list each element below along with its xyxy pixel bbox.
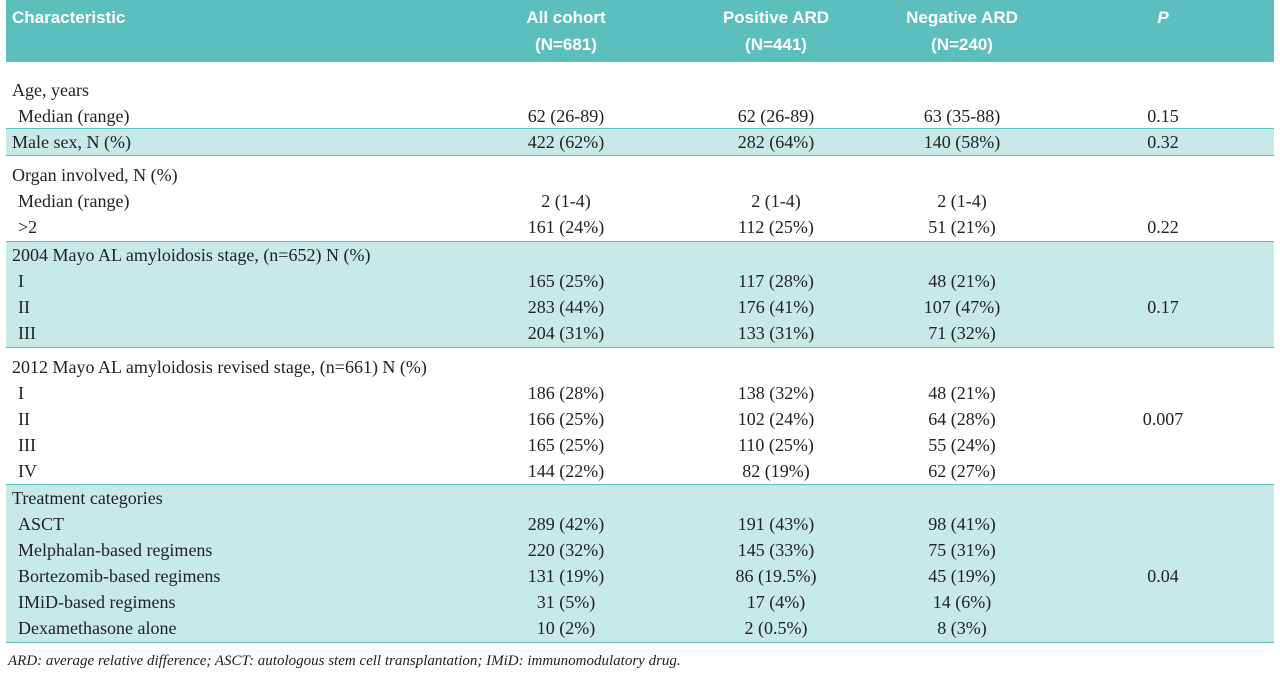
cell-value: 112 (25%) xyxy=(738,217,814,237)
cell-value: 117 (28%) xyxy=(738,271,814,291)
cell-value: 63 (35-88) xyxy=(923,106,1001,126)
cell-value: 55 (24%) xyxy=(928,435,996,455)
column-header: Characteristic xyxy=(12,8,126,27)
cell-value: 45 (19%) xyxy=(928,566,996,586)
cell-value: 62 (26-89) xyxy=(737,106,815,126)
cell-value: 98 (41%) xyxy=(928,514,996,534)
cell-value: 82 (19%) xyxy=(742,461,810,481)
row-label: II xyxy=(18,297,30,317)
cell-value: 31 (5%) xyxy=(536,592,596,612)
cell-value: 64 (28%) xyxy=(928,409,996,429)
cell-value: 10 (2%) xyxy=(536,618,596,638)
cell-value: 176 (41%) xyxy=(737,297,815,317)
row-label: ASCT xyxy=(18,514,65,534)
row-label: III xyxy=(18,435,36,455)
cell-value: 75 (31%) xyxy=(928,540,996,560)
cell-value: 86 (19.5%) xyxy=(735,566,817,586)
cell-value: 145 (33%) xyxy=(737,540,815,560)
cell-value: 422 (62%) xyxy=(527,132,605,152)
column-header: Negative ARD xyxy=(906,8,1018,27)
cell-value: 186 (28%) xyxy=(527,383,605,403)
cell-value: 161 (24%) xyxy=(527,217,605,237)
column-n: (N=240) xyxy=(931,35,993,54)
row-label: III xyxy=(18,323,36,343)
cell-value: 282 (64%) xyxy=(737,132,815,152)
row-label: II xyxy=(18,409,30,429)
group-separator xyxy=(6,347,1274,348)
p-value: 0.22 xyxy=(1147,217,1179,237)
group-bg xyxy=(6,62,1274,128)
cell-value: 48 (21%) xyxy=(928,271,996,291)
cell-value: 165 (25%) xyxy=(527,271,605,291)
cell-value: 140 (58%) xyxy=(923,132,1001,152)
row-label: Age, years xyxy=(12,80,89,100)
header-bg xyxy=(6,0,1274,62)
cell-value: 71 (32%) xyxy=(928,323,996,343)
cell-value: 14 (6%) xyxy=(932,592,992,612)
group-separator xyxy=(6,484,1274,485)
group-separator xyxy=(6,128,1274,129)
cell-value: 2 (1-4) xyxy=(937,191,987,211)
row-label: >2 xyxy=(18,217,38,237)
row-label: IMiD-based regimens xyxy=(18,592,176,612)
p-value: 0.007 xyxy=(1142,409,1184,429)
cell-value: 48 (21%) xyxy=(928,383,996,403)
cell-value: 51 (21%) xyxy=(928,217,996,237)
group-bg xyxy=(6,350,1274,484)
cell-value: 62 (27%) xyxy=(928,461,996,481)
row-label: 2004 Mayo AL amyloidosis stage, (n=652) … xyxy=(12,245,371,265)
footnote: ARD: average relative difference; ASCT: … xyxy=(8,653,681,669)
cell-value: 220 (32%) xyxy=(527,540,605,560)
cell-value: 133 (31%) xyxy=(737,323,815,343)
row-label: Melphalan-based regimens xyxy=(18,540,213,560)
column-header: P xyxy=(1157,8,1169,27)
row-label: Bortezomib-based regimens xyxy=(18,566,221,586)
cell-value: 102 (24%) xyxy=(737,409,815,429)
cell-value: 289 (42%) xyxy=(527,514,605,534)
p-value: 0.15 xyxy=(1147,106,1179,126)
cell-value: 138 (32%) xyxy=(737,383,815,403)
cell-value: 283 (44%) xyxy=(527,297,605,317)
group-separator xyxy=(6,155,1274,156)
cell-value: 110 (25%) xyxy=(738,435,814,455)
cell-value: 107 (47%) xyxy=(923,297,1001,317)
column-n: (N=441) xyxy=(745,35,807,54)
cell-value: 2 (1-4) xyxy=(751,191,801,211)
cell-value: 165 (25%) xyxy=(527,435,605,455)
group-bg xyxy=(6,156,1274,241)
group-bg xyxy=(6,242,1274,347)
cell-value: 8 (3%) xyxy=(937,618,987,638)
p-value: 0.32 xyxy=(1147,132,1179,152)
cell-value: 62 (26-89) xyxy=(527,106,605,126)
row-label: Male sex, N (%) xyxy=(12,132,131,152)
cell-value: 2 (1-4) xyxy=(541,191,591,211)
p-value: 0.17 xyxy=(1147,297,1179,317)
row-label: I xyxy=(18,271,24,291)
row-label: I xyxy=(18,383,24,403)
column-n: (N=681) xyxy=(535,35,597,54)
cell-value: 17 (4%) xyxy=(746,592,806,612)
cell-value: 144 (22%) xyxy=(527,461,605,481)
row-label: Median (range) xyxy=(18,106,130,126)
column-header: All cohort xyxy=(526,8,606,27)
p-value: 0.04 xyxy=(1147,566,1179,586)
row-label: IV xyxy=(18,461,37,481)
row-label: 2012 Mayo AL amyloidosis revised stage, … xyxy=(12,357,427,377)
cell-value: 191 (43%) xyxy=(737,514,815,534)
cell-value: 204 (31%) xyxy=(527,323,605,343)
group-separator xyxy=(6,642,1274,643)
row-label: Treatment categories xyxy=(12,488,163,508)
row-label: Median (range) xyxy=(18,191,130,211)
cell-value: 131 (19%) xyxy=(527,566,605,586)
row-label: Organ involved, N (%) xyxy=(12,165,178,185)
group-bg xyxy=(6,129,1274,155)
cell-value: 166 (25%) xyxy=(527,409,605,429)
group-bg xyxy=(6,485,1274,642)
group-separator xyxy=(6,241,1274,242)
column-header: Positive ARD xyxy=(722,8,830,27)
cell-value: 2 (0.5%) xyxy=(744,618,808,638)
row-label: Dexamethasone alone xyxy=(18,618,177,638)
